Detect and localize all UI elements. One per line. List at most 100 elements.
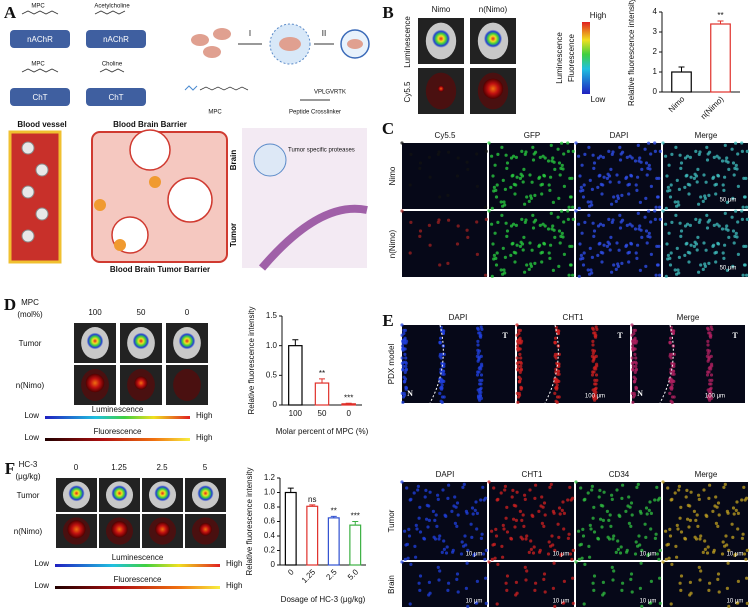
cell bbox=[708, 331, 712, 335]
cell bbox=[638, 156, 642, 160]
cell bbox=[453, 495, 457, 499]
cell bbox=[466, 167, 470, 171]
cell bbox=[731, 264, 735, 268]
significance: ** bbox=[717, 11, 723, 20]
cell bbox=[717, 224, 721, 228]
cell bbox=[490, 557, 494, 562]
cell bbox=[601, 155, 606, 159]
cell bbox=[629, 572, 634, 576]
signal bbox=[111, 521, 128, 538]
cell bbox=[594, 325, 598, 329]
cell bbox=[634, 386, 639, 390]
scale-label: Luminescence bbox=[92, 405, 144, 414]
ligand bbox=[114, 239, 126, 251]
cell bbox=[456, 590, 460, 594]
cell bbox=[678, 581, 682, 585]
cell bbox=[676, 527, 680, 531]
cell bbox=[590, 484, 595, 488]
error-bar bbox=[352, 521, 359, 526]
cell bbox=[532, 220, 536, 224]
cell bbox=[465, 160, 469, 164]
x-tick-label: 2.5 bbox=[324, 567, 339, 582]
cell bbox=[556, 522, 560, 526]
cell bbox=[722, 256, 726, 260]
cell bbox=[479, 386, 483, 390]
cell bbox=[499, 491, 503, 495]
cell bbox=[527, 550, 531, 555]
cell bbox=[404, 367, 408, 371]
cell bbox=[665, 242, 669, 246]
cell bbox=[644, 264, 648, 268]
cell bbox=[403, 393, 407, 397]
cell bbox=[638, 268, 643, 272]
cell bbox=[612, 195, 616, 199]
signal bbox=[178, 332, 196, 350]
cell bbox=[560, 163, 564, 167]
scale-label: Fluorescence bbox=[113, 575, 162, 584]
cell bbox=[600, 260, 604, 264]
cell bbox=[435, 524, 439, 529]
cell bbox=[726, 561, 730, 565]
cell bbox=[566, 217, 571, 221]
cell bbox=[679, 574, 684, 578]
label: Low bbox=[34, 559, 49, 568]
x-tick-label: 0 bbox=[286, 567, 296, 577]
y-axis-label: Relative fluorescence intensity bbox=[627, 0, 636, 106]
cell bbox=[706, 545, 710, 549]
cell bbox=[525, 569, 529, 573]
cell bbox=[510, 242, 514, 246]
cell bbox=[609, 235, 613, 239]
cell bbox=[625, 550, 629, 554]
cell bbox=[699, 569, 703, 573]
row-label: Luminescence bbox=[403, 16, 412, 68]
label: MPC bbox=[31, 62, 45, 68]
cell bbox=[727, 548, 731, 553]
cell bbox=[521, 180, 525, 184]
cell bbox=[569, 498, 573, 502]
x-tick-label: n(Nimo) bbox=[699, 94, 726, 121]
cell bbox=[501, 272, 505, 276]
error-bar bbox=[678, 66, 685, 72]
cell bbox=[531, 551, 536, 555]
cell bbox=[644, 196, 648, 200]
cell bbox=[679, 530, 684, 534]
cell bbox=[648, 601, 652, 605]
signal bbox=[155, 522, 170, 537]
cell bbox=[519, 367, 524, 371]
cell bbox=[714, 495, 718, 499]
cell bbox=[723, 544, 727, 548]
cell bbox=[688, 155, 693, 159]
cell bbox=[529, 539, 533, 543]
scale-bar: 10 μm bbox=[727, 599, 744, 605]
cell bbox=[709, 325, 713, 329]
cell bbox=[551, 156, 555, 160]
cell bbox=[517, 331, 521, 335]
cell bbox=[592, 234, 596, 238]
cell bbox=[634, 367, 639, 371]
cell bbox=[562, 184, 567, 188]
cell bbox=[689, 243, 693, 247]
cell bbox=[610, 220, 614, 224]
cell bbox=[540, 521, 545, 526]
cell bbox=[627, 260, 631, 264]
cell bbox=[574, 141, 578, 145]
cell bbox=[661, 480, 665, 484]
cell bbox=[559, 166, 563, 170]
cell bbox=[606, 240, 610, 244]
cell bbox=[649, 511, 654, 515]
region-mark: T bbox=[732, 331, 738, 340]
cell bbox=[500, 544, 504, 549]
cell bbox=[577, 222, 581, 226]
cell bbox=[553, 548, 557, 553]
signal bbox=[437, 85, 445, 92]
cell bbox=[579, 253, 584, 257]
receptor bbox=[86, 30, 146, 48]
cell bbox=[591, 153, 595, 157]
cell bbox=[487, 480, 491, 484]
bar bbox=[710, 23, 731, 93]
cell bbox=[502, 527, 506, 531]
cell bbox=[566, 498, 570, 502]
cell bbox=[567, 205, 571, 209]
cell bbox=[649, 252, 654, 256]
region-mark: T bbox=[617, 331, 623, 340]
